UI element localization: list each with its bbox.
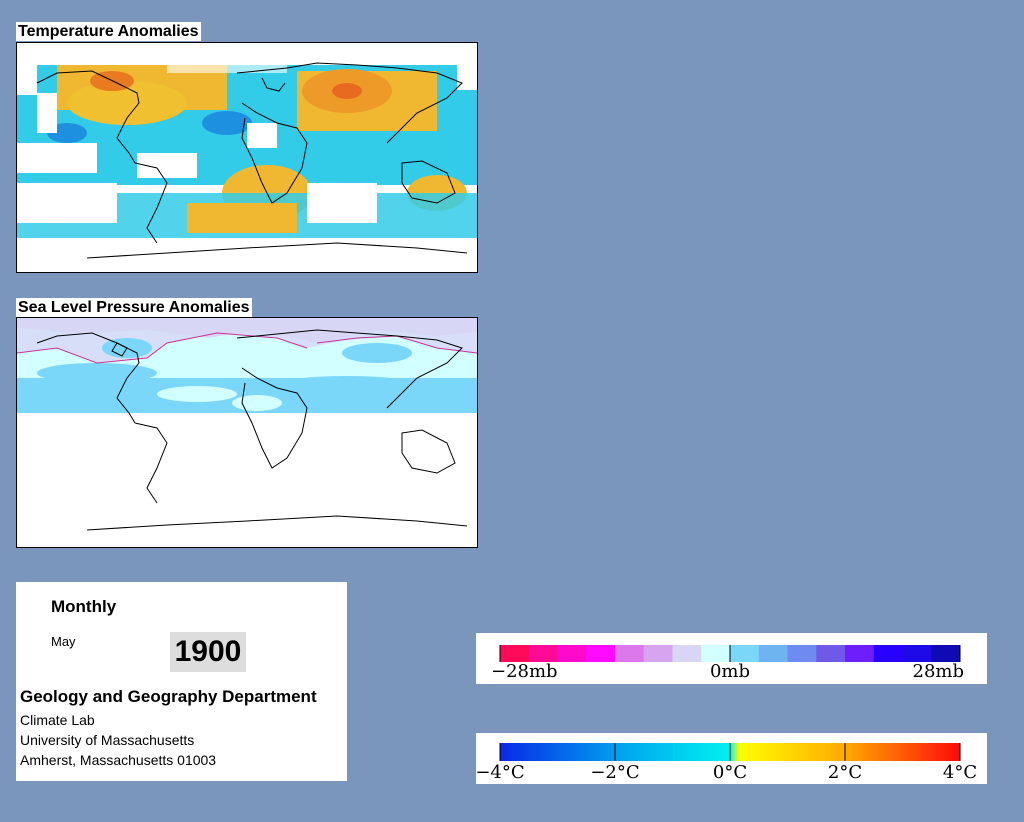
temperature-legend-label-plus2: 2°C	[828, 762, 862, 783]
pressure-legend-label-max: 28mb	[913, 661, 965, 682]
temperature-legend-label-plus4: 4°C	[943, 762, 977, 783]
address-line: Amherst, Massachusetts 01003	[20, 752, 217, 768]
pressure-legend-swatch	[500, 645, 530, 662]
pressure-legend-swatch	[643, 645, 673, 662]
month-label: May	[51, 634, 76, 649]
frequency-label: Monthly	[51, 597, 117, 616]
lab-name: Climate Lab	[20, 712, 95, 728]
info-panel: Monthly May 1900 Geology and Geography D…	[16, 582, 347, 781]
pressure-legend-swatch	[701, 645, 731, 662]
temperature-legend-label-minus2: −2°C	[590, 762, 639, 783]
pressure-legend-swatch	[730, 645, 760, 662]
temperature-anomaly-map-graphic	[17, 43, 477, 272]
pressure-map-title: Sea Level Pressure Anomalies	[16, 298, 252, 317]
pressure-anomaly-map-graphic	[17, 318, 477, 547]
pressure-anomaly-map	[16, 317, 478, 548]
pressure-legend-swatch	[557, 645, 587, 662]
pressure-legend: −28mb 0mb 28mb	[476, 633, 987, 684]
temperature-legend-scale: −4°C −2°C 0°C 2°C 4°C	[476, 743, 977, 783]
year-display: 1900	[170, 632, 246, 672]
pressure-legend-swatch	[902, 645, 932, 662]
pressure-legend-swatch	[873, 645, 903, 662]
university-name: University of Massachusetts	[20, 732, 195, 748]
pressure-legend-swatch	[816, 645, 846, 662]
department-name: Geology and Geography Department	[20, 687, 317, 706]
pressure-legend-swatch	[672, 645, 702, 662]
temperature-legend-label-minus4: −4°C	[476, 762, 525, 783]
pressure-legend-label-zero: 0mb	[710, 661, 750, 682]
temperature-map-title: Temperature Anomalies	[16, 22, 201, 41]
pressure-legend-swatch	[528, 645, 558, 662]
pressure-legend-swatch	[758, 645, 788, 662]
temperature-legend-label-zero: 0°C	[713, 762, 747, 783]
pressure-legend-swatch	[931, 645, 961, 662]
pressure-legend-swatch	[586, 645, 616, 662]
pressure-legend-swatch	[615, 645, 645, 662]
pressure-legend-scale: −28mb 0mb 28mb	[491, 645, 965, 682]
pressure-legend-swatch	[787, 645, 817, 662]
pressure-legend-label-min: −28mb	[491, 661, 558, 682]
temperature-anomaly-map	[16, 42, 478, 273]
pressure-legend-swatch	[845, 645, 875, 662]
temperature-legend: −4°C −2°C 0°C 2°C 4°C	[476, 733, 987, 784]
